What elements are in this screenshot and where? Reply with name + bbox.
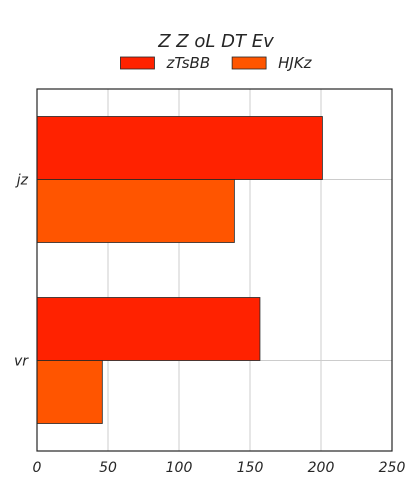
legend: zTsBB HJKz [120, 54, 313, 72]
y-tick-label: vr [14, 354, 29, 370]
x-tick-label: 50 [99, 460, 117, 476]
x-tick-label: 100 [166, 460, 193, 476]
bars [36, 116, 323, 424]
bar-zTsBB-jz [36, 116, 323, 180]
y-axis-ticks: jz vr [14, 173, 29, 370]
y-tick-label: jz [15, 173, 29, 189]
x-tick-label: 150 [237, 460, 264, 476]
legend-swatch [231, 56, 267, 70]
bar-HJKz-jz [36, 179, 235, 243]
x-axis-ticks: 0 50 100 150 200 250 [33, 460, 406, 476]
bar-HJKz-vr [36, 360, 103, 424]
x-tick-label: 0 [33, 460, 42, 476]
chart-title: Z Z oL DT Ev [157, 31, 274, 52]
x-tick-label: 250 [379, 460, 406, 476]
legend-label: zTsBB [165, 54, 210, 72]
bar-zTsBB-vr [36, 297, 261, 361]
x-tick-label: 200 [308, 460, 335, 476]
plot-frame [36, 88, 393, 452]
legend-swatch [120, 56, 155, 70]
legend-label: HJKz [278, 54, 313, 72]
